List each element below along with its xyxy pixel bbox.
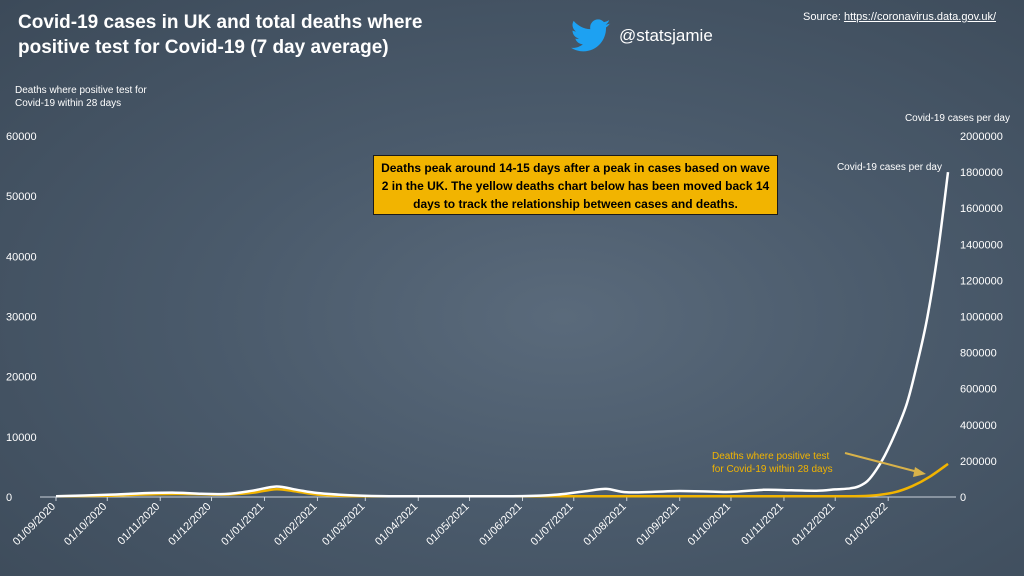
chart-title: Covid-19 cases in UK and total deaths wh… — [18, 12, 423, 58]
cases-series-line — [55, 171, 950, 498]
y-right-tick-label: 1800000 — [960, 167, 1003, 179]
left-axis-label: Deaths where positive test for Covid-19 … — [15, 85, 147, 109]
twitter-handle: @statsjamie — [619, 26, 713, 45]
source-text: Source: https://coronavirus.data.gov.uk/ — [802, 11, 996, 23]
y-left-tick-label: 40000 — [6, 251, 37, 263]
x-tick-label: 01/09/2020 — [11, 501, 58, 548]
y-right-tick-label: 1000000 — [960, 312, 1003, 324]
x-tick-label: 01/07/2021 — [528, 501, 575, 548]
y-right-tick-label: 200000 — [960, 456, 997, 468]
x-tick-label: 01/09/2021 — [634, 501, 681, 548]
y-left-tick-label: 10000 — [6, 432, 37, 444]
y-right-tick-label: 600000 — [960, 384, 997, 396]
x-tick-label: 01/01/2022 — [843, 501, 890, 548]
x-tick-label: 01/10/2021 — [686, 501, 733, 548]
y-right-tick-label: 400000 — [960, 420, 997, 432]
deaths-series-label-line2: for Covid-19 within 28 days — [712, 464, 833, 475]
y-left-tick-label: 50000 — [6, 191, 37, 203]
annotation-box: Deaths peak around 14-15 days after a pe… — [373, 155, 778, 215]
x-tick-label: 01/04/2021 — [373, 501, 420, 548]
y-right-tick-label: 1600000 — [960, 203, 1003, 215]
deaths-series-label-line1: Deaths where positive test — [712, 451, 830, 462]
right-axis-label: Covid-19 cases per day — [904, 113, 1010, 124]
cases-series-label: Covid-19 cases per day — [837, 162, 942, 173]
x-tick-label: 01/02/2021 — [272, 501, 319, 548]
x-tick-label: 01/01/2021 — [219, 501, 266, 548]
y-right-tick-label: 1400000 — [960, 239, 1003, 251]
y-left-tick-label: 30000 — [6, 312, 37, 324]
x-tick-label: 01/08/2021 — [581, 501, 628, 548]
x-tick-label: 01/06/2021 — [477, 501, 524, 548]
deaths-label-arrowhead — [913, 467, 926, 477]
x-tick-label: 01/10/2020 — [62, 501, 109, 548]
x-tick-label: 01/12/2021 — [790, 501, 837, 548]
y-right-tick-label: 0 — [960, 492, 966, 504]
x-tick-label: 01/03/2021 — [320, 501, 367, 548]
deaths-label-arrow — [844, 452, 919, 473]
y-right-tick-label: 1200000 — [960, 275, 1003, 287]
x-tick-label: 01/11/2021 — [739, 501, 786, 548]
x-tick-label: 01/05/2021 — [424, 501, 471, 548]
source-link[interactable]: https://coronavirus.data.gov.uk/ — [843, 11, 996, 23]
y-right-tick-label: 800000 — [960, 348, 997, 360]
y-left-tick-label: 60000 — [6, 131, 37, 143]
twitter-bird-icon — [571, 19, 611, 52]
y-left-tick-label: 0 — [6, 492, 12, 504]
y-right-tick-label: 2000000 — [960, 131, 1003, 143]
y-left-tick-label: 20000 — [6, 372, 37, 384]
twitter-handle-block: @statsjamie — [571, 19, 713, 53]
x-tick-label: 01/12/2020 — [166, 501, 213, 548]
x-tick-label: 01/11/2020 — [116, 501, 163, 548]
